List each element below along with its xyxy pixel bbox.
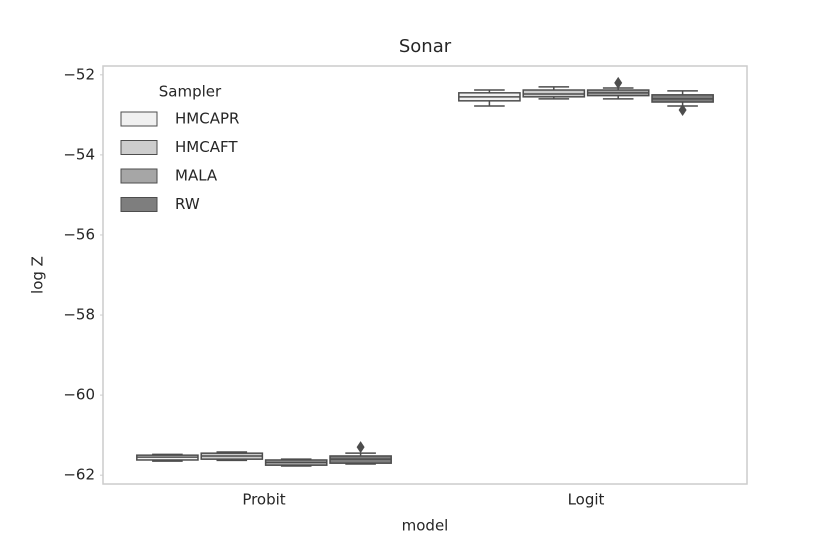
x-tick-label: Logit: [568, 491, 605, 509]
legend-swatch: [120, 168, 158, 184]
x-axis-label: model: [402, 517, 449, 535]
plot-frame: [102, 65, 748, 485]
legend-title: Sampler: [159, 83, 222, 101]
legend-label: HMCAFT: [175, 138, 238, 156]
outlier: [614, 76, 623, 89]
outlier: [678, 104, 687, 117]
legend: Sampler HMCAPR HMCAFT MALA RW: [120, 83, 239, 213]
y-tick-label: −52: [63, 65, 95, 83]
outlier: [356, 441, 365, 454]
y-tick-label: −58: [63, 306, 95, 324]
y-tick-label: −56: [63, 225, 95, 243]
legend-swatch: [120, 140, 158, 155]
legend-label: HMCAPR: [175, 110, 239, 128]
y-tick-label: −62: [63, 466, 95, 484]
y-tick-label: −54: [63, 145, 95, 163]
y-tick-label: −60: [63, 386, 95, 404]
legend-swatch: [120, 197, 158, 212]
legend-swatch: [120, 111, 158, 127]
chart-title: Sonar: [399, 36, 452, 57]
legend-label: RW: [175, 195, 200, 213]
x-tick-label: Probit: [242, 491, 285, 509]
y-axis-label: log Z: [29, 256, 47, 294]
legend-label: MALA: [175, 167, 218, 185]
